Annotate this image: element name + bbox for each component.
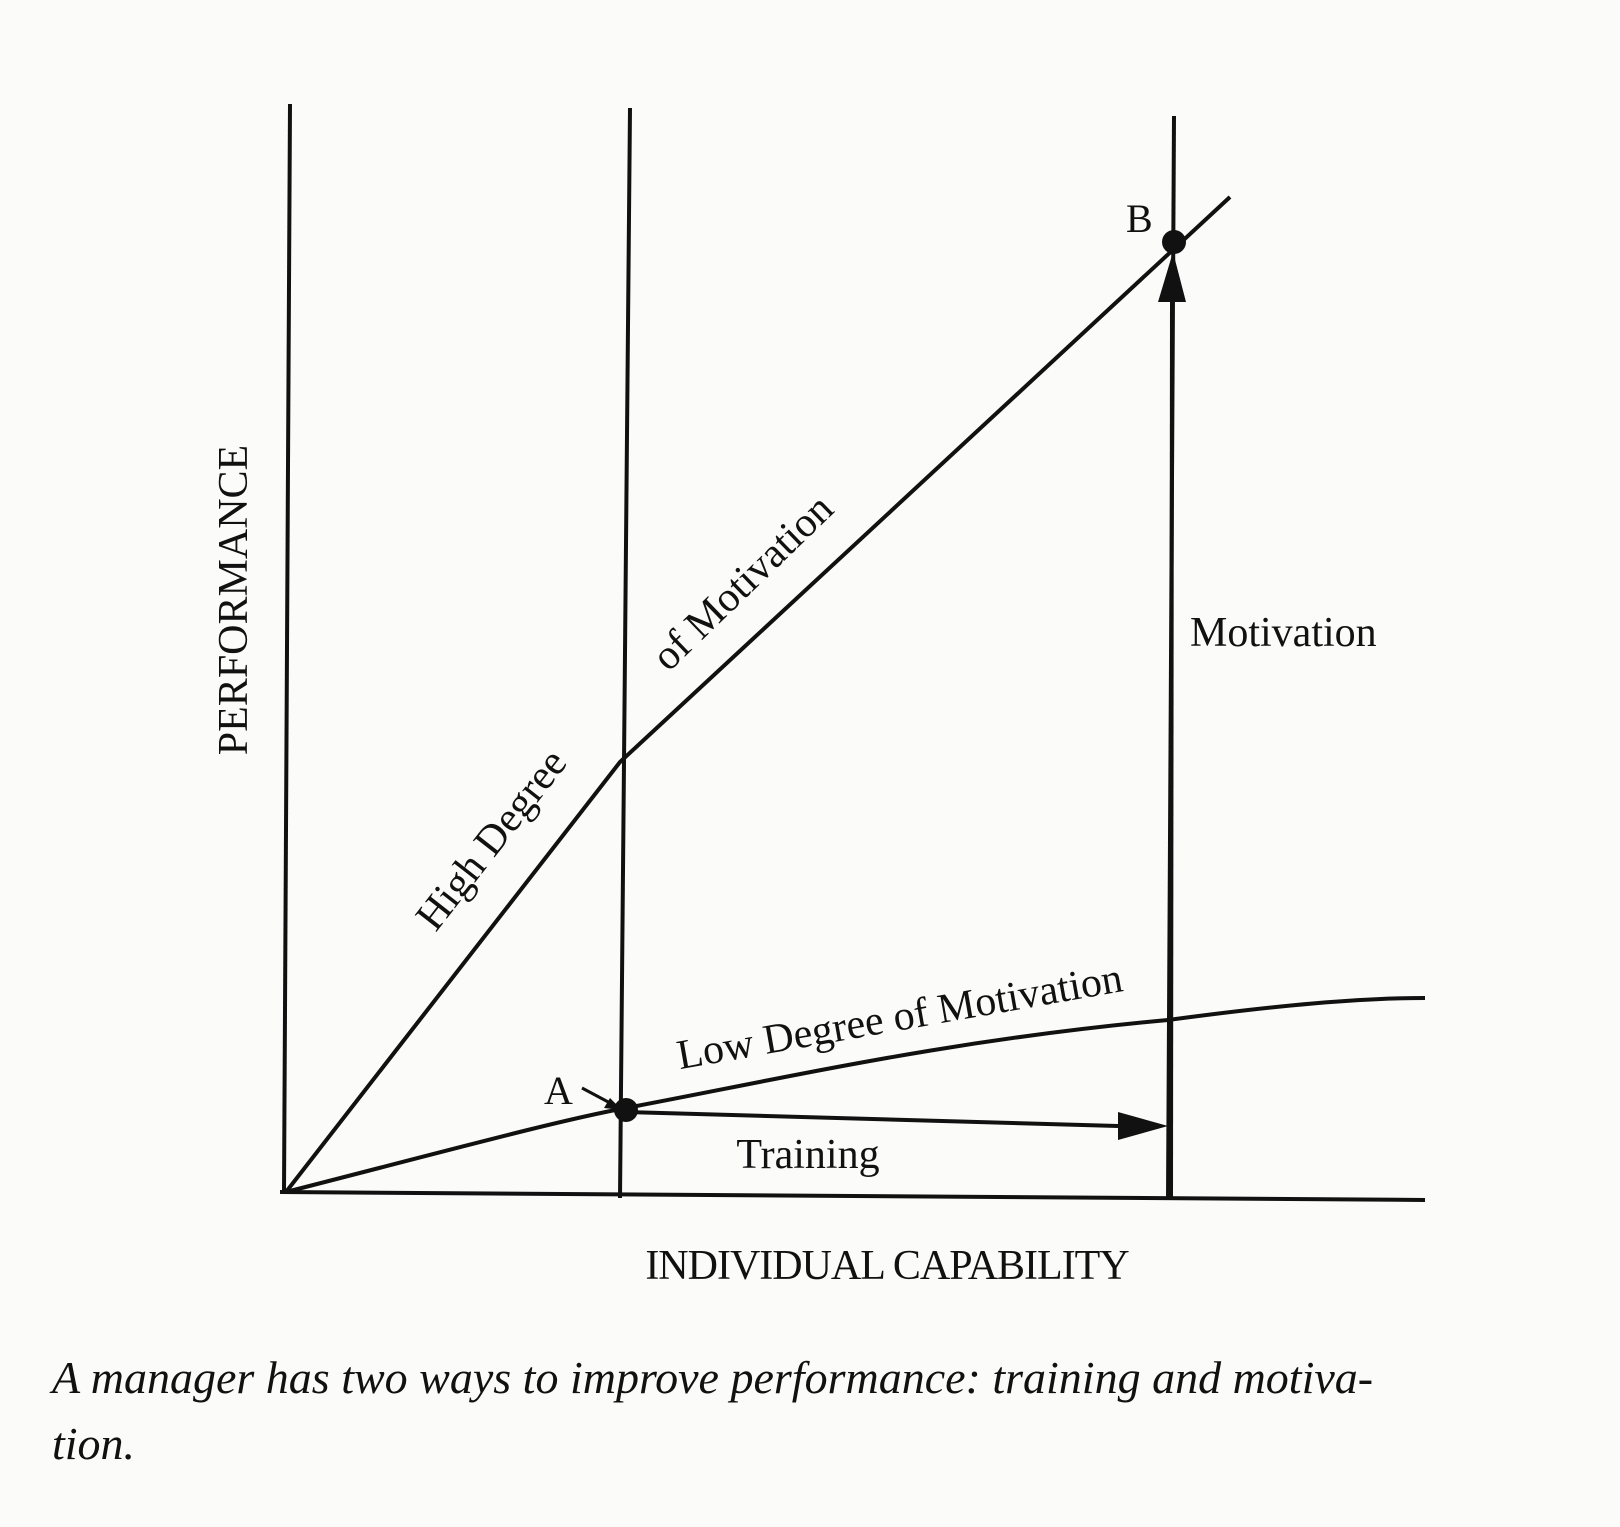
performance-capability-diagram: B A PERFORMANCE INDIVIDUAL CAPABILITY Hi… [211, 103, 1426, 1289]
x-axis [279, 1190, 1426, 1202]
caption-line-2: tion. [52, 1418, 136, 1469]
figure-caption: A manager has two ways to improve perfor… [52, 1345, 1592, 1477]
point-a-pointer [581, 1086, 613, 1106]
point-b [1162, 230, 1186, 254]
low-curve-label: Low Degree of Motivation [673, 955, 1126, 1079]
high-curve-label-1: High Degree [407, 741, 576, 939]
high-motivation-curve [284, 195, 1232, 1194]
training-arrowhead [1118, 1112, 1168, 1140]
point-a-label: A [544, 1068, 573, 1113]
point-b-label: B [1126, 196, 1153, 241]
training-arrow [625, 1110, 1119, 1128]
motivation-label: Motivation [1190, 610, 1377, 656]
capability-line-a [618, 107, 632, 1199]
caption-line-1: A manager has two ways to improve perfor… [52, 1352, 1374, 1403]
motivation-arrow [1169, 297, 1174, 1201]
training-label: Training [736, 1132, 879, 1178]
x-axis-label: INDIVIDUAL CAPABILITY [645, 1243, 1129, 1289]
low-motivation-curve [285, 996, 1426, 1194]
y-axis-label: PERFORMANCE [211, 445, 257, 755]
motivation-arrowhead [1158, 252, 1186, 302]
y-axis [282, 103, 292, 1193]
point-a [614, 1098, 638, 1122]
